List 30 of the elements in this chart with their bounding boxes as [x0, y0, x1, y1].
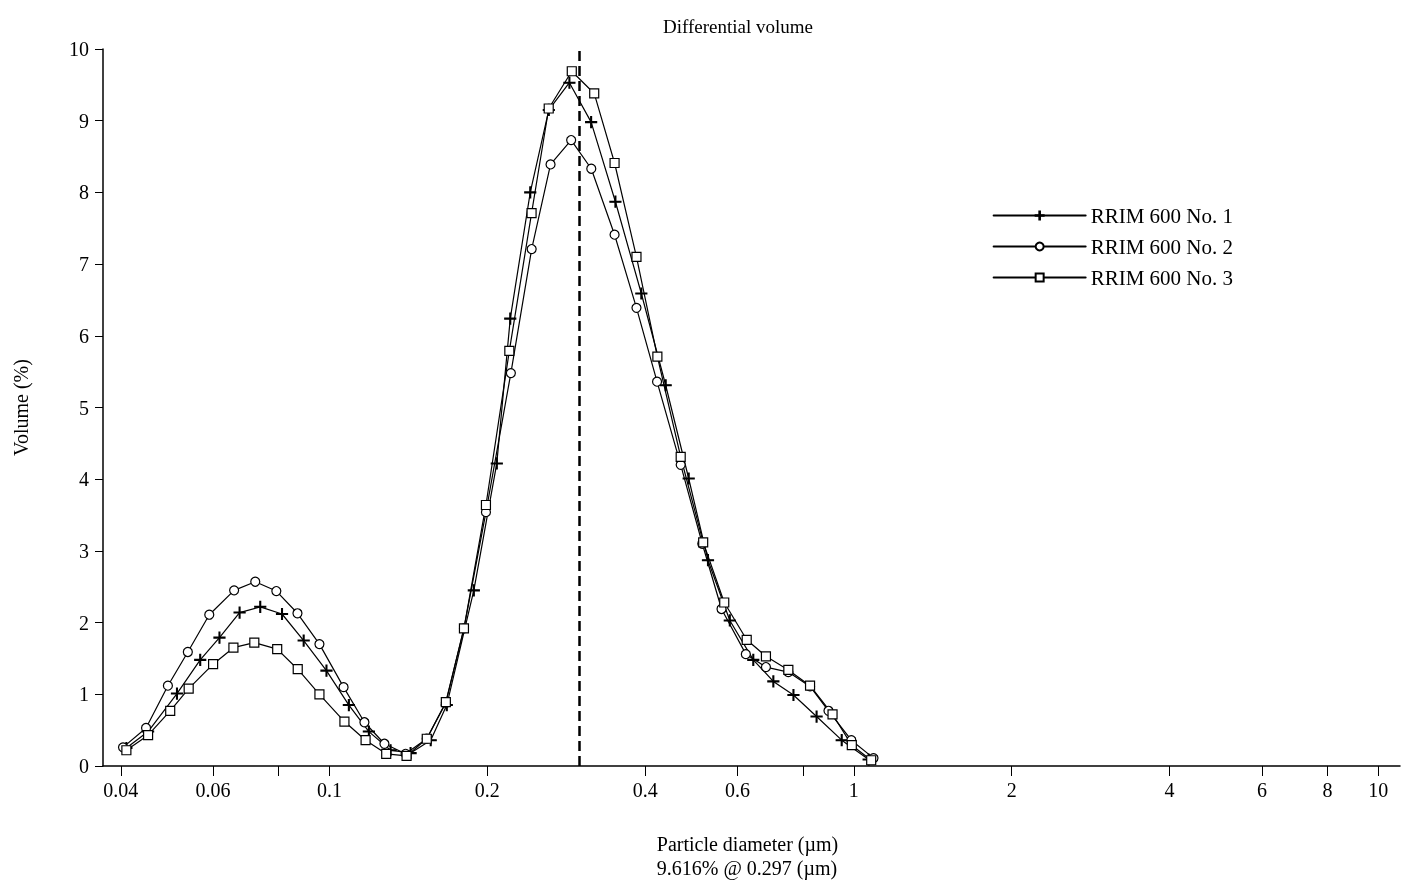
- y-tick-label: 7: [79, 253, 89, 276]
- x-tick-label: 0.6: [725, 779, 751, 801]
- chart-title: Differential volume: [662, 16, 814, 37]
- y-tick-label: 8: [79, 181, 89, 204]
- x-tick-label: 0.2: [474, 779, 500, 801]
- y-axis-title: Volume (%): [10, 359, 33, 456]
- text: 9.616% @ 0.297 (µm): [656, 857, 838, 880]
- x-tick-label: 0.04: [103, 779, 139, 801]
- x-tick-label: 0.1: [316, 779, 342, 801]
- legend-label: RRIM 600 No. 3: [1090, 265, 1234, 290]
- x-tick-label: 8: [1322, 779, 1333, 801]
- x-tick-label: 0.4: [632, 779, 658, 801]
- x-tick-label: 4: [1164, 779, 1175, 801]
- y-tick-label: 2: [79, 611, 89, 634]
- y-tick-label: 10: [69, 38, 89, 60]
- y-tick-label: 9: [79, 109, 89, 132]
- x-tick-label: 6: [1256, 779, 1267, 801]
- x-tick-label: 2: [1006, 779, 1017, 801]
- y-tick-label: 4: [79, 468, 89, 491]
- legend-label: RRIM 600 No. 1: [1090, 203, 1234, 228]
- y-tick-label: 5: [79, 396, 89, 419]
- y-tick-label: 3: [79, 539, 89, 562]
- x-axis-title: Particle diameter (µm): [656, 833, 839, 856]
- y-tick-label: 0: [79, 755, 89, 777]
- y-tick-label: 6: [79, 324, 89, 347]
- x-tick-label: 1: [848, 779, 859, 801]
- legend-label: RRIM 600 No. 2: [1090, 234, 1234, 259]
- x-tick-label: 10: [1368, 779, 1389, 801]
- x-tick-label: 0.06: [195, 779, 231, 801]
- y-tick-label: 1: [79, 683, 89, 706]
